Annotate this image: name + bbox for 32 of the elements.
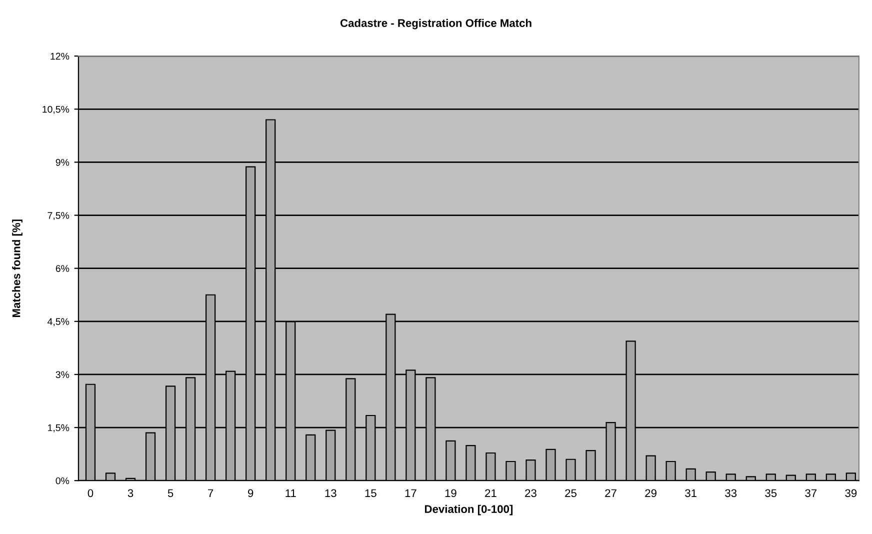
- y-tick-label: 7,5%: [48, 212, 70, 220]
- x-tick-label: 23: [525, 489, 536, 498]
- x-tick-label: 27: [605, 489, 616, 497]
- x-tick-label: 29: [645, 489, 656, 498]
- y-tick-label: 9%: [56, 158, 70, 166]
- x-tick-label: 7: [208, 489, 214, 497]
- x-tick-label: 19: [445, 489, 456, 498]
- y-tick-label: 3%: [56, 371, 70, 378]
- y-axis-title: Matches found [%]: [12, 220, 22, 317]
- x-tick-label: 33: [725, 489, 737, 498]
- x-tick-label: 31: [685, 489, 696, 498]
- y-tick-label: 12%: [50, 52, 70, 60]
- x-tick-label: 3: [128, 489, 134, 498]
- y-tick-label: 0%: [56, 477, 70, 484]
- x-tick-label: 15: [365, 489, 376, 498]
- x-axis-title: Deviation [0-100]: [424, 504, 513, 516]
- x-tick-label: 25: [565, 489, 576, 498]
- x-tick-label: 0: [88, 489, 94, 498]
- y-tick-label: 10,5%: [42, 106, 70, 114]
- x-tick-label: 35: [765, 489, 777, 498]
- x-tick-label: 37: [805, 489, 817, 498]
- x-tick-label: 13: [325, 489, 336, 498]
- x-tick-label: 5: [168, 489, 174, 498]
- y-tick-label: 4,5%: [48, 318, 70, 326]
- x-tick-label: 39: [845, 489, 857, 498]
- y-tick-label: 6%: [56, 265, 70, 272]
- x-tick-label: 9: [248, 489, 254, 498]
- x-tick-label: 11: [286, 489, 296, 497]
- x-tick-label: 17: [405, 489, 416, 497]
- chart-title: Cadastre - Registration Office Match: [340, 18, 532, 30]
- y-tick-label: 1,5%: [48, 424, 70, 432]
- x-tick-label: 21: [485, 489, 496, 497]
